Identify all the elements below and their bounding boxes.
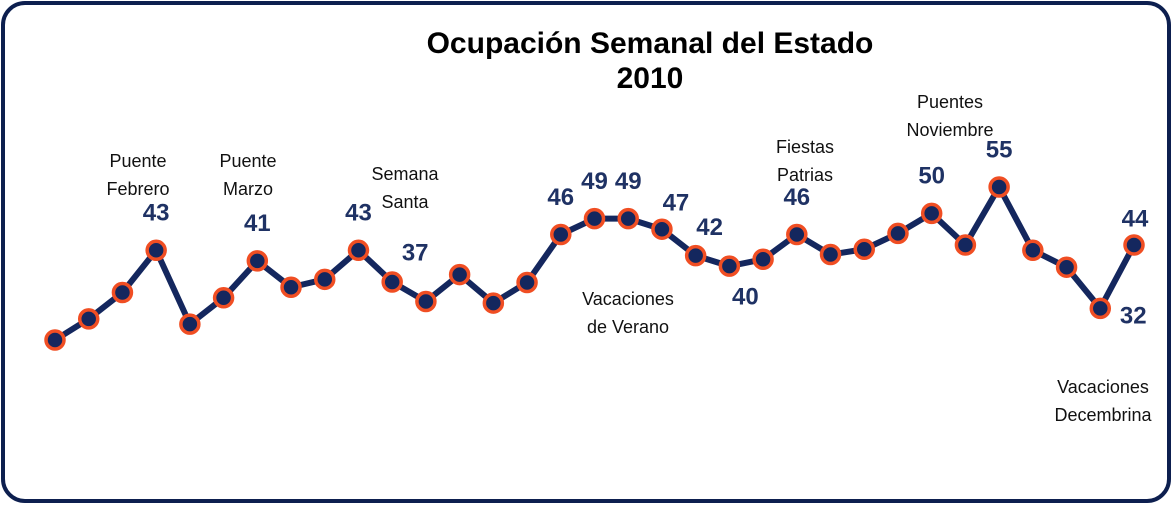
marker [1089, 297, 1112, 320]
marker [550, 223, 572, 246]
marker [179, 313, 201, 335]
marker [954, 234, 977, 256]
marker [381, 271, 403, 293]
annotation: Puente [109, 151, 166, 171]
marker [314, 268, 336, 291]
marker [1022, 239, 1044, 262]
marker [988, 176, 1010, 198]
marker [246, 250, 269, 272]
marker [77, 308, 100, 330]
annotation: Patrias [777, 165, 833, 185]
marker [819, 243, 842, 266]
data-label: 44 [1122, 205, 1149, 232]
annotation: Noviembre [906, 120, 993, 140]
marker [583, 207, 606, 230]
marker [853, 238, 875, 261]
marker [1123, 234, 1145, 256]
annotation: Puentes [917, 92, 983, 112]
annotation: Marzo [223, 179, 273, 199]
annotation: Febrero [106, 179, 169, 199]
marker [617, 207, 639, 230]
data-label: 42 [696, 214, 723, 241]
data-label: 50 [918, 163, 945, 190]
marker [786, 223, 808, 246]
data-label: 49 [581, 168, 608, 195]
chart-title: Ocupación Semanal del Estado [427, 27, 874, 60]
marker [347, 239, 370, 262]
marker [887, 222, 909, 245]
marker [651, 218, 673, 240]
annotation: Fiestas [776, 137, 834, 157]
chart-subtitle: 2010 [617, 62, 684, 95]
data-label: 43 [143, 200, 170, 227]
marker [145, 239, 167, 262]
annotation: Puente [219, 151, 276, 171]
data-label: 49 [615, 168, 642, 195]
marker [482, 292, 505, 314]
marker [684, 244, 707, 267]
data-label: 46 [547, 184, 574, 211]
marker [1055, 256, 1078, 278]
marker [752, 248, 774, 271]
annotation: Decembrina [1054, 405, 1152, 425]
data-label: 47 [663, 190, 690, 217]
marker [448, 263, 471, 286]
annotation: Vacaciones [1057, 377, 1149, 397]
marker [718, 255, 741, 277]
marker [516, 271, 538, 294]
marker [280, 276, 302, 298]
annotation: Santa [381, 192, 429, 212]
marker [111, 281, 134, 304]
marker [415, 290, 437, 313]
marker [44, 329, 66, 351]
data-label: 40 [732, 283, 759, 310]
annotation: de Verano [587, 317, 669, 337]
marker [920, 202, 943, 225]
data-label: 43 [345, 200, 372, 227]
data-label: 41 [244, 210, 271, 237]
data-label: 55 [986, 136, 1013, 163]
marker [212, 287, 235, 309]
data-label: 37 [402, 239, 429, 266]
annotation: Vacaciones [582, 289, 674, 309]
data-label: 46 [783, 184, 810, 211]
data-label: 32 [1120, 303, 1147, 330]
annotation: Semana [371, 164, 439, 184]
